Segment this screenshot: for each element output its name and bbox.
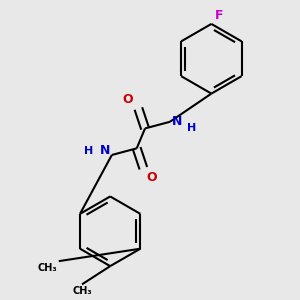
Text: O: O	[123, 93, 134, 106]
Text: O: O	[147, 171, 157, 184]
Text: H: H	[84, 146, 94, 156]
Text: CH₃: CH₃	[38, 263, 57, 273]
Text: N: N	[172, 115, 182, 128]
Text: F: F	[215, 9, 223, 22]
Text: H: H	[187, 123, 196, 133]
Text: CH₃: CH₃	[72, 286, 92, 296]
Text: N: N	[100, 145, 110, 158]
